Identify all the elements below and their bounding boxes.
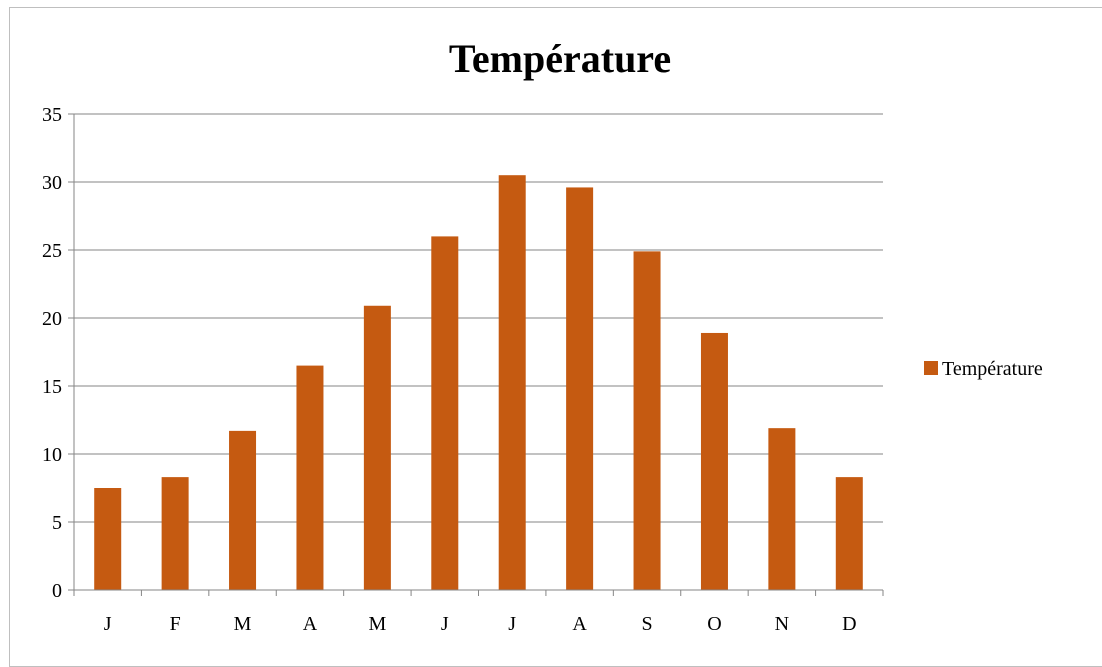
bar-11 <box>835 477 863 590</box>
y-tick-label: 20 <box>42 308 62 330</box>
bar-3 <box>296 365 324 590</box>
bar-1 <box>161 477 189 590</box>
x-tick-label: M <box>368 613 386 635</box>
legend: Température <box>924 358 1043 380</box>
x-tick-label: D <box>842 613 856 635</box>
x-tick-label: O <box>707 613 721 635</box>
y-tick-label: 10 <box>42 444 62 466</box>
x-tick-label: M <box>234 613 252 635</box>
x-tick-label: A <box>303 613 318 635</box>
bar-10 <box>768 428 796 590</box>
x-tick-label: A <box>572 613 587 635</box>
y-tick-label: 35 <box>42 104 62 126</box>
x-tick-label: F <box>170 613 181 635</box>
bar-9 <box>700 332 728 590</box>
y-tick-label: 5 <box>52 512 62 534</box>
y-tick-labels: 0 5 10 15 20 25 30 35 <box>42 104 62 602</box>
x-tick-label: J <box>508 613 516 635</box>
bar-7 <box>566 187 594 590</box>
bars <box>94 175 863 591</box>
x-tick-label: S <box>641 613 652 635</box>
y-tick-label: 25 <box>42 240 62 262</box>
x-tick-label: N <box>775 613 789 635</box>
x-tick-label: J <box>104 613 112 635</box>
bar-4 <box>363 305 391 590</box>
bar-5 <box>431 236 459 590</box>
axes <box>73 114 884 596</box>
bar-8 <box>633 251 661 591</box>
bar-2 <box>229 430 257 590</box>
legend-swatch <box>924 361 938 375</box>
gridlines <box>68 113 883 591</box>
bar-6 <box>498 175 526 590</box>
y-tick-label: 30 <box>42 172 62 194</box>
x-tick-label: J <box>441 613 449 635</box>
legend-label: Température <box>942 358 1043 380</box>
y-tick-label: 15 <box>42 376 62 398</box>
bar-0 <box>94 488 122 590</box>
chart-title: Température <box>449 36 671 81</box>
y-tick-label: 0 <box>52 580 62 602</box>
